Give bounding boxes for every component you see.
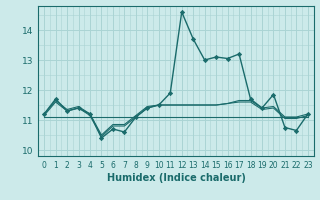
X-axis label: Humidex (Indice chaleur): Humidex (Indice chaleur) bbox=[107, 173, 245, 183]
